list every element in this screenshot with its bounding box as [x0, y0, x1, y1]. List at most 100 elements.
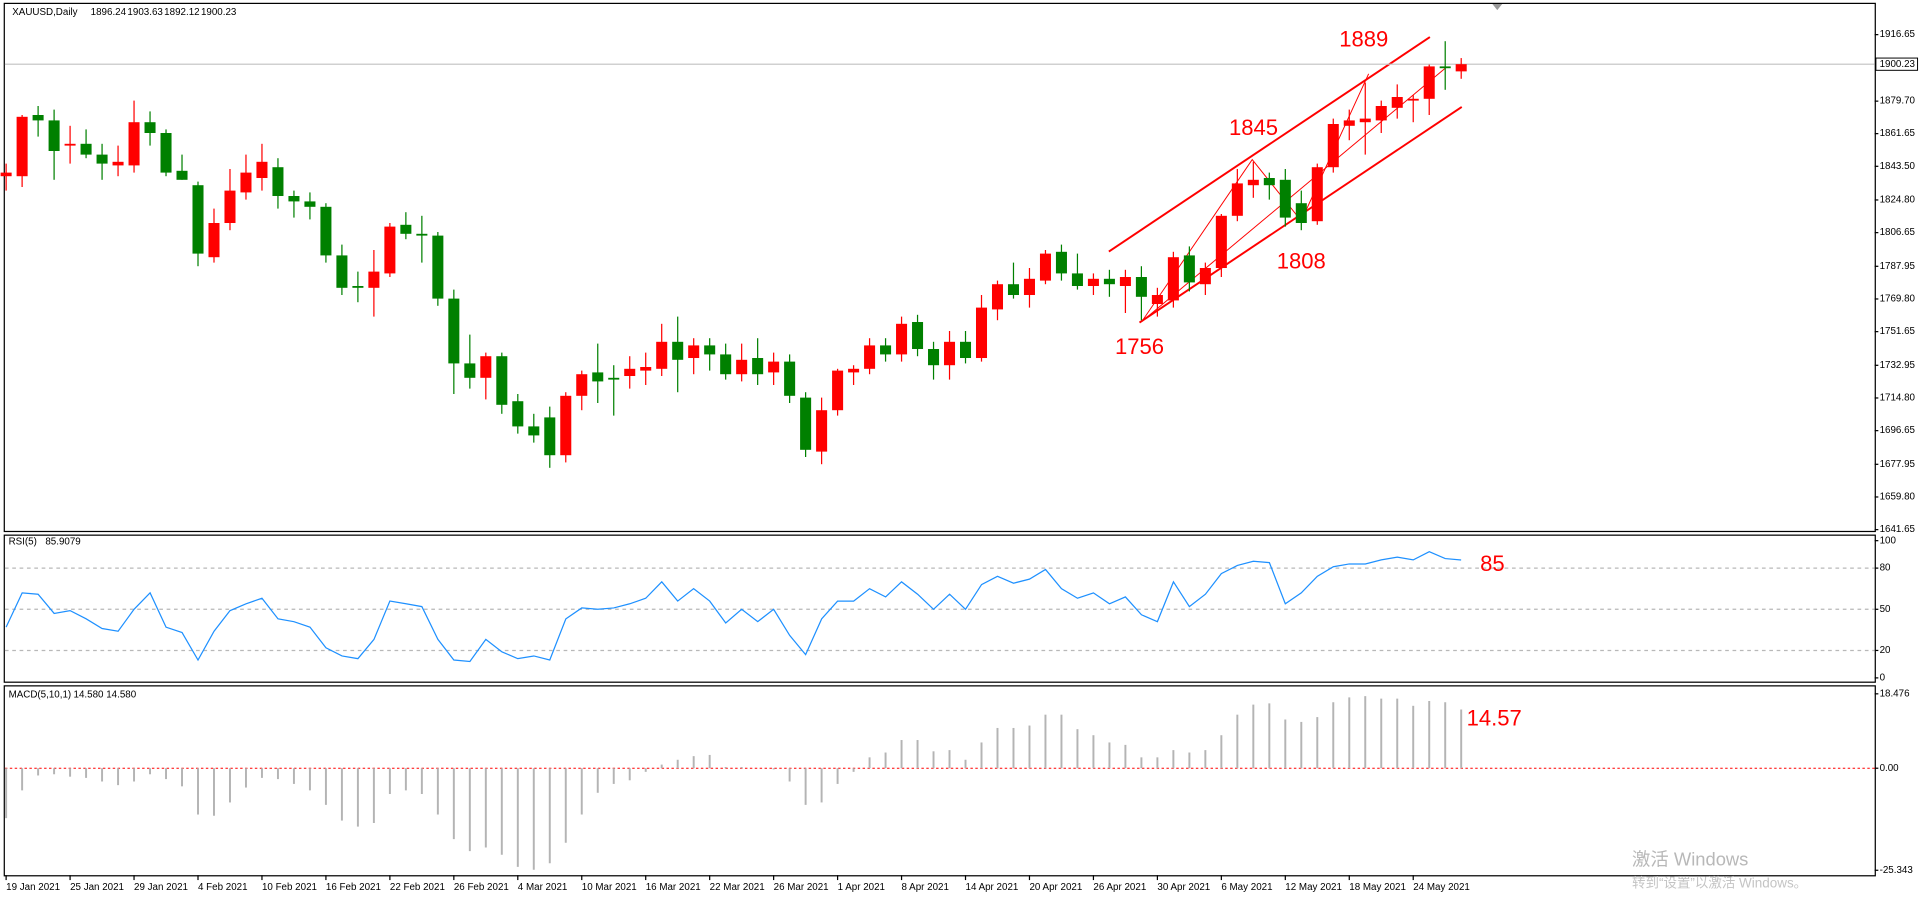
candle-body: [1247, 179, 1259, 186]
candle-body: [320, 206, 332, 256]
candle-body: [560, 395, 572, 456]
candle-body: [240, 172, 252, 193]
x-tick-label: 22 Mar 2021: [710, 882, 765, 893]
candle-body: [1279, 179, 1291, 218]
candle-body: [1071, 273, 1083, 287]
current-price-box: [1875, 57, 1919, 71]
y-tick-label: 20: [1880, 645, 1891, 656]
symbol-title: XAUUSD,Daily: [12, 7, 77, 18]
header-box: [9, 5, 243, 20]
macd-title: MACD(5,10,1): [9, 690, 72, 701]
watermark-title: 激活 Windows: [1632, 848, 1748, 869]
macd-header-value: 14.580 14.580: [74, 690, 137, 701]
candle-body: [128, 122, 140, 166]
current-price-label: 1900.23: [1880, 59, 1916, 70]
y-tick-label: -25.343: [1880, 865, 1914, 876]
header-open: 1896.24: [91, 7, 127, 18]
candle-body: [16, 116, 28, 177]
candle-body: [528, 426, 540, 436]
x-tick-label: 8 Apr 2021: [902, 882, 949, 893]
candle-body: [1327, 124, 1339, 168]
x-tick-label: 6 May 2021: [1221, 882, 1272, 893]
candle-body: [480, 356, 492, 378]
y-tick-label: 1732.95: [1880, 360, 1916, 371]
candle-body: [704, 345, 716, 355]
candle-body: [688, 345, 700, 359]
candle-body: [576, 374, 588, 396]
candle-body: [864, 345, 876, 369]
candle-body: [176, 170, 188, 180]
watermark-subtitle: 转到“设置”以激活 Windows。: [1632, 875, 1807, 890]
x-tick-label: 30 Apr 2021: [1157, 882, 1210, 893]
candle-body: [736, 359, 748, 375]
candle-body: [1391, 97, 1403, 108]
candle-body: [224, 190, 236, 224]
candle-body: [512, 401, 524, 427]
candle-body: [960, 341, 972, 359]
annotation: 1808: [1277, 248, 1326, 273]
annotation: 85: [1480, 551, 1505, 576]
x-tick-label: 26 Mar 2021: [774, 882, 829, 893]
y-tick-label: 1641.65: [1880, 524, 1916, 535]
candle-body: [991, 284, 1004, 310]
x-tick-label: 16 Mar 2021: [646, 882, 701, 893]
x-tick-label: 29 Jan 2021: [134, 882, 188, 893]
candle-body: [384, 226, 396, 274]
y-tick-label: 1843.50: [1880, 161, 1916, 172]
candle-body: [192, 185, 204, 254]
candle-body: [272, 167, 284, 197]
candle-body: [800, 397, 812, 450]
y-tick-label: 0: [1880, 672, 1886, 683]
candle-body: [608, 377, 620, 380]
y-tick-label: 80: [1880, 563, 1891, 574]
x-tick-label: 26 Apr 2021: [1093, 882, 1146, 893]
plot: 1916.65 1879.70 1861.65 1843.50 1824.80 1806.…: [0, 29, 1919, 893]
candle-body: [832, 370, 844, 411]
candle-body: [1215, 215, 1227, 269]
candle-body: [432, 235, 444, 299]
candle-body: [288, 196, 300, 202]
x-tick-label: 12 May 2021: [1285, 882, 1342, 893]
candle-body: [816, 410, 828, 452]
annotation: 1756: [1115, 334, 1164, 359]
x-tick-label: 10 Feb 2021: [262, 882, 317, 893]
x-tick-label: 4 Mar 2021: [518, 882, 568, 893]
candle-body: [544, 417, 556, 456]
x-tick-label: 20 Apr 2021: [1029, 882, 1082, 893]
candle-body: [1423, 66, 1435, 99]
candle-body: [1343, 120, 1355, 126]
y-tick-label: 1751.65: [1880, 326, 1916, 337]
x-tick-label: 16 Feb 2021: [326, 882, 381, 893]
candle-body: [1055, 251, 1067, 274]
x-tick-label: 18 May 2021: [1349, 882, 1406, 893]
candle-body: [975, 307, 988, 359]
candle-body: [1087, 278, 1099, 287]
candle-body: [592, 372, 604, 382]
candle-body: [1375, 106, 1387, 121]
header-low: 1892.12: [164, 7, 199, 18]
candle-body: [1359, 118, 1371, 123]
y-tick-label: 50: [1880, 604, 1891, 615]
candle-body: [656, 341, 668, 369]
candle-body: [368, 271, 380, 288]
x-tick-label: 1 Apr 2021: [838, 882, 885, 893]
candle-body: [352, 286, 364, 288]
y-tick-label: 1861.65: [1880, 128, 1916, 139]
candle-body: [944, 341, 956, 366]
candle-body: [1183, 255, 1195, 283]
candle-body: [1263, 178, 1275, 186]
candle-body: [1151, 295, 1163, 305]
y-tick-label: 1696.65: [1880, 425, 1916, 436]
candle-body: [304, 201, 316, 207]
macd-panel: [3, 685, 1876, 877]
candle-body: [0, 172, 12, 177]
annotation: 14.57: [1467, 705, 1522, 730]
candle-body: [752, 358, 764, 375]
candle-body: [784, 361, 796, 396]
shift-marker: [1492, 4, 1503, 11]
annotation: 1845: [1229, 115, 1278, 140]
candle-body: [96, 154, 108, 164]
price-panel: [3, 2, 1876, 533]
annotation: 1889: [1339, 27, 1388, 52]
